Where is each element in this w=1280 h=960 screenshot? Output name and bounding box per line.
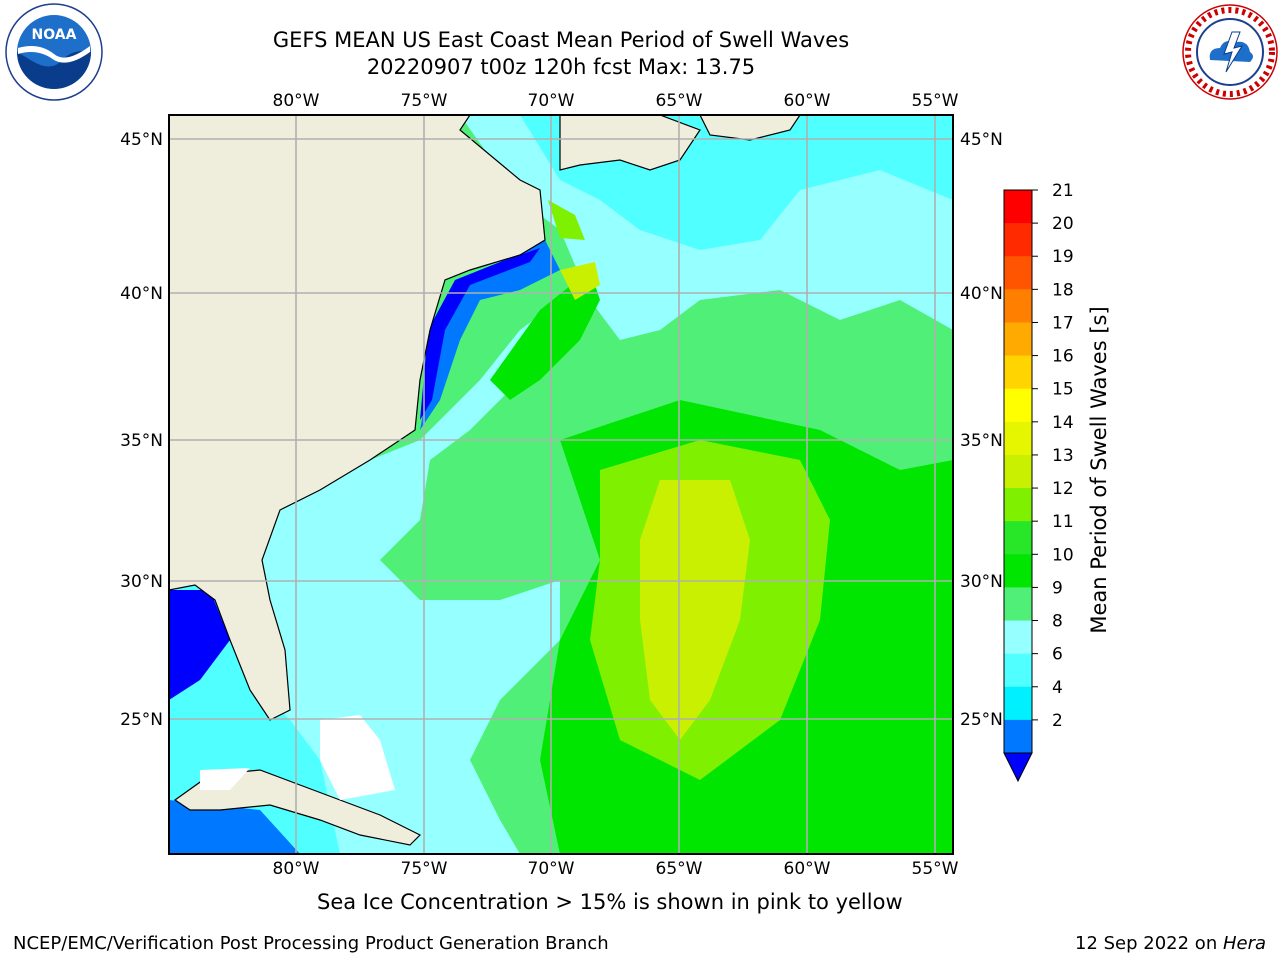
colorbar-tick-label: 20 <box>1052 214 1074 234</box>
footer-credit: NCEP/EMC/Verification Post Processing Pr… <box>13 933 609 954</box>
colorbar-tick-label: 16 <box>1052 347 1074 367</box>
colorbar-swatch <box>1004 719 1032 754</box>
lat-tick-left: 30°N <box>120 572 163 592</box>
colorbar-tick-label: 21 <box>1052 181 1074 201</box>
swell-band-low-gulf <box>169 590 230 700</box>
colorbar-swatch <box>1004 554 1032 588</box>
swell-band-12-13 <box>640 480 750 740</box>
swell-band-gulfstream <box>490 270 600 400</box>
noaa-logo-text: NOAA <box>32 27 77 43</box>
lat-tick-right: 35°N <box>960 431 1003 451</box>
colorbar-tick-label: 17 <box>1052 313 1074 333</box>
map-grid <box>169 115 953 854</box>
map-title: GEFS MEAN US East Coast Mean Period of S… <box>272 28 850 52</box>
colorbar-swatch <box>1004 587 1032 622</box>
colorbar-frame <box>1003 189 1033 754</box>
colorbar-tick-label: 4 <box>1052 678 1063 698</box>
canada-maritimes-land <box>559 115 701 171</box>
lon-tick-top: 55°W <box>912 91 959 111</box>
lon-tick-top: 70°W <box>528 91 575 111</box>
lat-tick-right: 45°N <box>960 130 1003 150</box>
colorbar-tick-label: 9 <box>1052 578 1063 598</box>
bahamas-bank-nodata <box>320 715 395 800</box>
nws-logo <box>1182 4 1278 100</box>
lon-tick-bottom: 60°W <box>784 859 831 879</box>
colorbar-swatch <box>1004 322 1032 357</box>
lat-tick-left: 25°N <box>120 710 163 730</box>
colorbar-tick-label: 12 <box>1052 479 1074 499</box>
swell-band-low-caribbean <box>169 800 300 854</box>
colorbar-tick-label: 15 <box>1052 380 1074 400</box>
swell-band-coastal-blue <box>420 240 560 430</box>
colorbar-swatch <box>1004 521 1032 555</box>
sea-ice-note: Sea Ice Concentration > 15% is shown in … <box>317 890 903 914</box>
colorbar-tick-label: 2 <box>1052 711 1063 731</box>
lon-tick-top: 80°W <box>273 91 320 111</box>
lon-tick-bottom: 75°W <box>401 859 448 879</box>
map-subtitle: 20220907 t00z 120h fcst Max: 13.75 <box>366 55 756 79</box>
colorbar-swatch <box>1004 388 1032 423</box>
lat-tick-right: 40°N <box>960 284 1003 304</box>
colorbar-tick-label: 19 <box>1052 247 1074 267</box>
lon-tick-top: 75°W <box>401 91 448 111</box>
swell-band-coastal-darkblue <box>420 248 540 420</box>
cuba-coast-nodata <box>200 768 250 790</box>
colorbar-swatch <box>1004 190 1032 224</box>
colorbar-tick-label: 18 <box>1052 280 1074 300</box>
colorbar-tick-label: 6 <box>1052 645 1063 665</box>
footer-date-text: 12 Sep 2022 on <box>1075 933 1223 954</box>
lat-tick-left: 40°N <box>120 284 163 304</box>
map-area <box>169 115 953 854</box>
lat-tick-left: 35°N <box>120 431 163 451</box>
colorbar-swatch <box>1004 256 1032 290</box>
colorbar-swatch <box>1004 686 1032 721</box>
lon-tick-bottom: 70°W <box>528 859 575 879</box>
colorbar-tick-label: 10 <box>1052 545 1074 565</box>
colorbar-label: Mean Period of Swell Waves [s] <box>1087 306 1111 633</box>
footer-date: 12 Sep 2022 on Hera <box>1075 933 1266 954</box>
colorbar-swatch <box>1004 653 1032 688</box>
lat-tick-left: 45°N <box>120 130 163 150</box>
footer-host: Hera <box>1222 933 1266 954</box>
nova-scotia-land <box>699 115 801 141</box>
colorbar-swatch <box>1004 454 1032 489</box>
colorbar-tick-label: 13 <box>1052 446 1074 466</box>
lon-tick-top: 60°W <box>784 91 831 111</box>
colorbar: 21 20 19 18 17 16 15 14 13 12 11 10 9 8 6 4 2 <box>1003 181 1074 783</box>
colorbar-swatch <box>1004 421 1032 456</box>
lon-tick-bottom: 65°W <box>656 859 703 879</box>
colorbar-tick-label: 14 <box>1052 413 1074 433</box>
colorbar-swatch <box>1004 223 1032 257</box>
noaa-logo: NOAA <box>5 3 103 101</box>
colorbar-tick-label: 8 <box>1052 612 1063 632</box>
colorbar-swatch <box>1004 488 1032 522</box>
cuba-land <box>173 769 422 846</box>
swell-band-gulf-of-maine <box>548 200 585 240</box>
lat-tick-right: 25°N <box>960 710 1003 730</box>
map-frame <box>168 114 954 855</box>
swell-band-georges-bank <box>560 262 600 300</box>
colorbar-swatch <box>1004 355 1032 390</box>
lon-tick-bottom: 80°W <box>273 859 320 879</box>
colorbar-swatch <box>1004 620 1032 655</box>
colorbar-tick-label: 11 <box>1052 512 1074 532</box>
north-america-land <box>169 115 546 721</box>
colorbar-swatch <box>1004 289 1032 323</box>
lon-tick-bottom: 55°W <box>912 859 959 879</box>
colorbar-extend-arrow <box>1003 752 1033 783</box>
lat-tick-right: 30°N <box>960 572 1003 592</box>
lon-tick-top: 65°W <box>656 91 703 111</box>
